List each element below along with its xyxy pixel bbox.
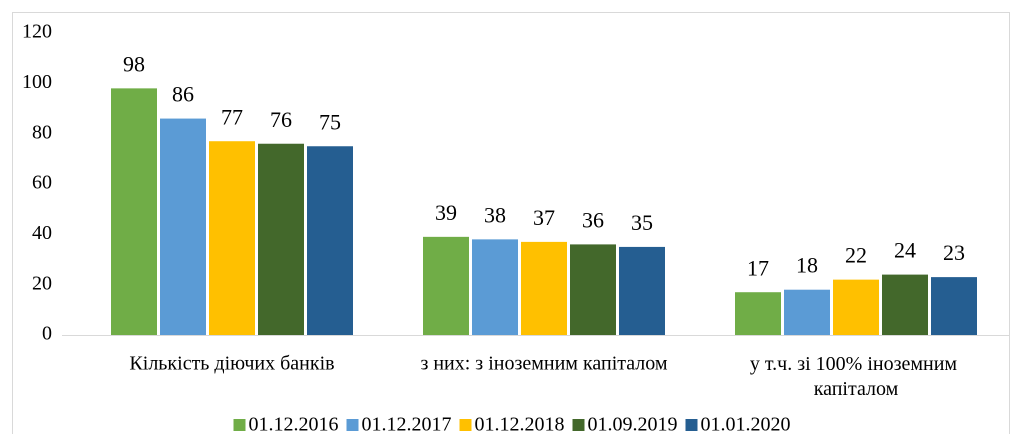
y-tick-label: 80: [32, 121, 52, 143]
legend: 01.12.2016 01.12.2017 01.12.2018 01.09.2019…: [233, 414, 791, 434]
data-label: 37: [533, 205, 555, 230]
data-label: 23: [943, 240, 965, 265]
data-label: 98: [123, 51, 145, 76]
y-tick-label: 0: [42, 323, 52, 345]
data-label: 77: [221, 104, 243, 129]
data-label: 18: [796, 253, 818, 278]
legend-swatch: [572, 419, 585, 431]
legend-swatch: [346, 419, 359, 431]
bar: [423, 236, 469, 335]
y-tick-label: 120: [22, 21, 52, 43]
bar: [111, 88, 157, 335]
legend-swatch: [459, 419, 472, 431]
data-label: 38: [484, 202, 506, 227]
bar: [882, 274, 928, 335]
legend-label: 01.12.2016: [249, 414, 339, 434]
legend-label: 01.01.2020: [701, 414, 791, 434]
data-label: 86: [172, 82, 194, 107]
data-label: 75: [319, 109, 341, 134]
data-label: 35: [631, 210, 653, 235]
chart-frame: [12, 12, 1010, 434]
legend-label: 01.09.2019: [588, 414, 678, 434]
bar: [472, 239, 518, 335]
bar: [931, 277, 977, 335]
y-tick-label: 40: [32, 222, 52, 244]
bar: [307, 146, 353, 335]
legend-swatch: [233, 419, 246, 431]
bar: [209, 141, 255, 335]
legend-swatch: [685, 419, 698, 431]
bar: [521, 241, 567, 335]
data-label: 22: [845, 243, 867, 268]
data-label: 17: [747, 255, 769, 280]
x-tick-label: у т.ч. зі 100% іноземним капіталом: [750, 353, 962, 400]
bar: [833, 279, 879, 335]
data-label: 24: [894, 238, 916, 263]
legend-label: 01.12.2017: [362, 414, 452, 434]
bar: [735, 292, 781, 335]
x-tick-label: Кількість діючих банків: [129, 353, 334, 375]
bar: [160, 118, 206, 335]
bar: [570, 244, 616, 335]
y-tick-label: 60: [32, 172, 52, 194]
bar: [258, 143, 304, 335]
x-tick-label: з них: з іноземним капіталом: [420, 353, 667, 375]
bar: [784, 289, 830, 335]
data-label: 39: [435, 200, 457, 225]
x-tick-label-line: капіталом: [814, 378, 899, 400]
data-label: 36: [582, 207, 604, 232]
y-tick-label: 20: [32, 272, 52, 294]
y-tick-label: 100: [22, 71, 52, 93]
x-tick-label-line: у т.ч. зі 100% іноземним: [750, 353, 962, 375]
bar: [619, 246, 665, 335]
legend-label: 01.12.2018: [475, 414, 565, 434]
data-label: 76: [270, 107, 292, 132]
